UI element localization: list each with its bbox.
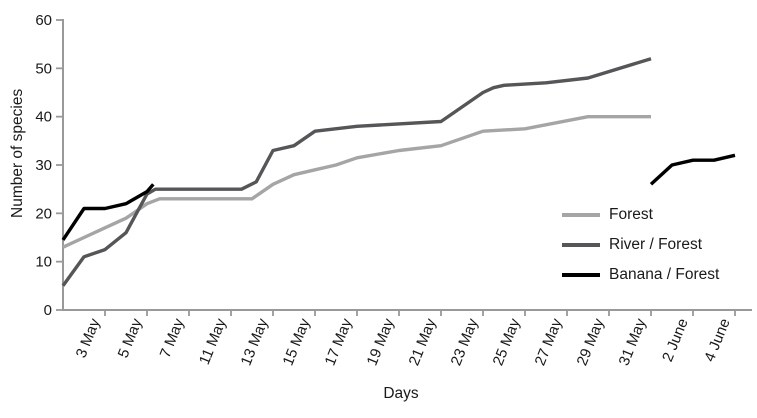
svg-text:15 May: 15 May: [280, 316, 314, 368]
svg-text:23 May: 23 May: [448, 316, 482, 368]
svg-text:4 June: 4 June: [701, 316, 734, 364]
svg-text:10: 10: [35, 254, 52, 271]
legend-label-forest: Forest: [609, 206, 653, 223]
x-axis-title: Days: [383, 385, 419, 402]
svg-text:0: 0: [44, 302, 52, 319]
svg-text:21 May: 21 May: [406, 316, 440, 368]
svg-text:29 May: 29 May: [574, 316, 608, 368]
river-forest-line-swatch: [562, 243, 600, 247]
y-axis-title: Number of species: [9, 88, 26, 218]
legend: Forest River / Forest Banana / Forest: [562, 200, 719, 290]
forest-line-swatch: [562, 213, 600, 217]
svg-text:11 May: 11 May: [196, 316, 230, 367]
svg-text:31 May: 31 May: [616, 316, 650, 368]
svg-text:5 May: 5 May: [115, 316, 146, 361]
legend-label-river-forest: River / Forest: [609, 236, 703, 253]
svg-text:7 May: 7 May: [157, 316, 188, 361]
svg-text:40: 40: [35, 109, 52, 126]
svg-text:20: 20: [35, 205, 52, 222]
banana-forest-line-swatch: [562, 273, 600, 277]
svg-text:17 May: 17 May: [322, 316, 356, 368]
svg-text:19 May: 19 May: [364, 316, 398, 368]
svg-text:30: 30: [35, 157, 52, 174]
legend-label-banana-forest: Banana / Forest: [609, 266, 720, 283]
svg-text:27 May: 27 May: [532, 316, 566, 368]
svg-text:50: 50: [35, 60, 52, 77]
svg-text:25 May: 25 May: [490, 316, 524, 368]
legend-item-banana-forest: Banana / Forest: [562, 260, 719, 290]
svg-text:13 May: 13 May: [238, 316, 272, 368]
svg-text:60: 60: [35, 12, 52, 29]
legend-item-river-forest: River / Forest: [562, 230, 719, 260]
legend-item-forest: Forest: [562, 200, 719, 230]
svg-text:2 June: 2 June: [659, 316, 692, 364]
svg-text:3 May: 3 May: [73, 316, 104, 361]
